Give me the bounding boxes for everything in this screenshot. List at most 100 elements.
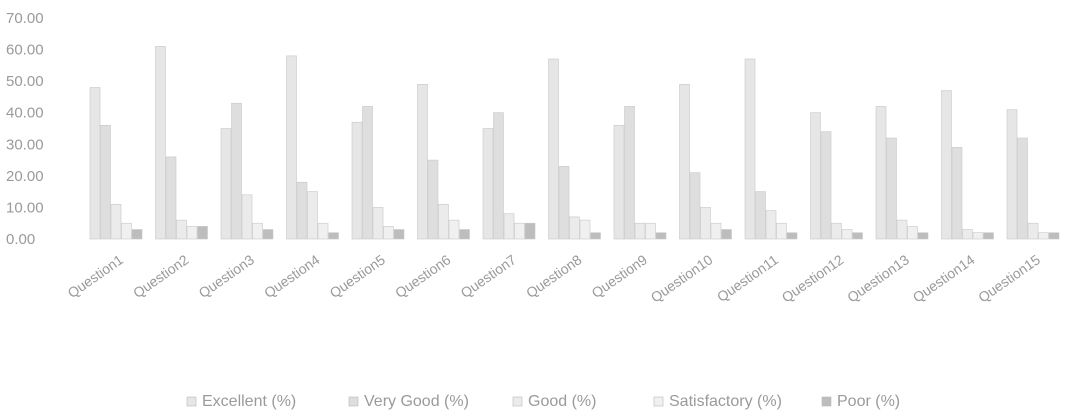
bar-excellent-3 (220, 128, 232, 240)
bar-satisfactory-5 (383, 226, 394, 240)
bar-poor-6 (459, 229, 470, 240)
x-tick-label: Question15 (975, 251, 1043, 305)
legend-swatch (186, 396, 197, 407)
x-tick-label: Question10 (648, 251, 716, 305)
bar-very-good-13 (886, 137, 897, 240)
x-tick-label: Question14 (910, 251, 978, 305)
bar-very-good-5 (362, 106, 373, 240)
bar-good-11 (765, 210, 777, 240)
bar-satisfactory-3 (252, 222, 263, 240)
bar-good-10 (700, 207, 711, 240)
bar-poor-7 (524, 222, 536, 240)
legend-label: Satisfactory (%) (669, 393, 782, 410)
bar-good-7 (503, 213, 515, 240)
bar-poor-4 (328, 232, 339, 240)
bar-very-good-2 (165, 156, 177, 240)
bar-excellent-10 (679, 84, 690, 240)
bar-good-14 (962, 229, 973, 240)
x-tick-label: Question8 (523, 251, 585, 301)
bar-excellent-11 (744, 58, 756, 240)
x-tick-label: Question5 (327, 251, 389, 301)
bar-good-1 (110, 204, 122, 240)
bar-poor-5 (393, 229, 405, 240)
bar-very-good-12 (820, 131, 832, 240)
bar-good-4 (307, 191, 318, 240)
bar-poor-13 (917, 232, 929, 240)
bar-excellent-1 (89, 87, 101, 240)
bar-satisfactory-8 (579, 219, 591, 240)
bar-very-good-1 (100, 125, 111, 240)
bar-very-good-3 (231, 102, 242, 240)
x-tick-label: Question7 (458, 251, 520, 301)
bar-satisfactory-4 (317, 222, 329, 240)
bar-poor-1 (131, 229, 143, 240)
bar-good-12 (831, 222, 842, 240)
bar-excellent-9 (613, 125, 625, 240)
y-tick-label: 70.00 (6, 10, 44, 27)
bar-poor-12 (852, 232, 863, 240)
y-tick-label: 40.00 (6, 105, 44, 122)
legend-swatch (821, 396, 832, 407)
bar-excellent-13 (875, 106, 887, 240)
bar-very-good-11 (755, 191, 766, 240)
bar-good-3 (241, 194, 253, 240)
bar-good-13 (896, 219, 908, 240)
bar-satisfactory-13 (907, 226, 918, 240)
bar-very-good-14 (951, 147, 963, 240)
bar-good-8 (569, 216, 580, 240)
bar-satisfactory-2 (186, 226, 198, 240)
bar-very-good-15 (1017, 137, 1028, 240)
bar-excellent-5 (351, 121, 363, 240)
x-tick-label: Question2 (130, 251, 192, 301)
x-tick-label: Question6 (392, 251, 454, 301)
y-tick-label: 60.00 (6, 42, 44, 59)
legend-swatch (512, 396, 523, 407)
bar-poor-8 (590, 232, 601, 240)
legend-label: Excellent (%) (202, 393, 296, 410)
x-tick-label: Question13 (844, 251, 912, 305)
bar-satisfactory-11 (776, 222, 787, 240)
bar-good-9 (634, 222, 646, 240)
bar-very-good-10 (689, 172, 701, 240)
x-tick-label: Question4 (261, 251, 323, 301)
y-tick-label: 30.00 (6, 136, 44, 153)
bar-good-6 (438, 204, 449, 240)
bar-poor-14 (983, 232, 994, 240)
bar-good-2 (176, 219, 187, 240)
bar-satisfactory-14 (972, 232, 984, 240)
legend-swatch (348, 396, 359, 407)
y-tick-label: 50.00 (6, 73, 44, 90)
x-tick-label: Question11 (714, 251, 781, 305)
bar-excellent-15 (1006, 109, 1018, 240)
bar-excellent-6 (417, 84, 428, 240)
bar-excellent-7 (482, 128, 494, 240)
bar-good-15 (1027, 222, 1039, 240)
bar-excellent-2 (155, 46, 166, 240)
bar-poor-11 (786, 232, 798, 240)
bar-very-good-4 (296, 181, 308, 240)
bar-poor-2 (197, 226, 208, 240)
bar-excellent-8 (548, 58, 559, 240)
bar-poor-10 (721, 229, 732, 240)
legend-label: Poor (%) (837, 393, 900, 410)
bar-satisfactory-15 (1038, 232, 1049, 240)
bar-poor-9 (655, 232, 667, 240)
x-tick-label: Question12 (779, 251, 847, 305)
bar-very-good-7 (493, 112, 504, 240)
bar-poor-3 (262, 229, 274, 240)
bar-satisfactory-6 (448, 219, 460, 240)
x-tick-label: Question3 (196, 251, 258, 301)
legend-label: Very Good (%) (364, 393, 469, 410)
bar-poor-15 (1048, 232, 1060, 240)
y-tick-label: 0.00 (6, 231, 35, 248)
bar-excellent-12 (810, 112, 821, 240)
bar-very-good-8 (558, 166, 570, 240)
y-tick-label: 10.00 (6, 199, 44, 216)
bar-satisfactory-9 (645, 222, 656, 240)
bar-excellent-14 (941, 90, 952, 240)
legend-label: Good (%) (528, 393, 596, 410)
bar-satisfactory-10 (710, 222, 722, 240)
bar-very-good-6 (427, 159, 439, 240)
